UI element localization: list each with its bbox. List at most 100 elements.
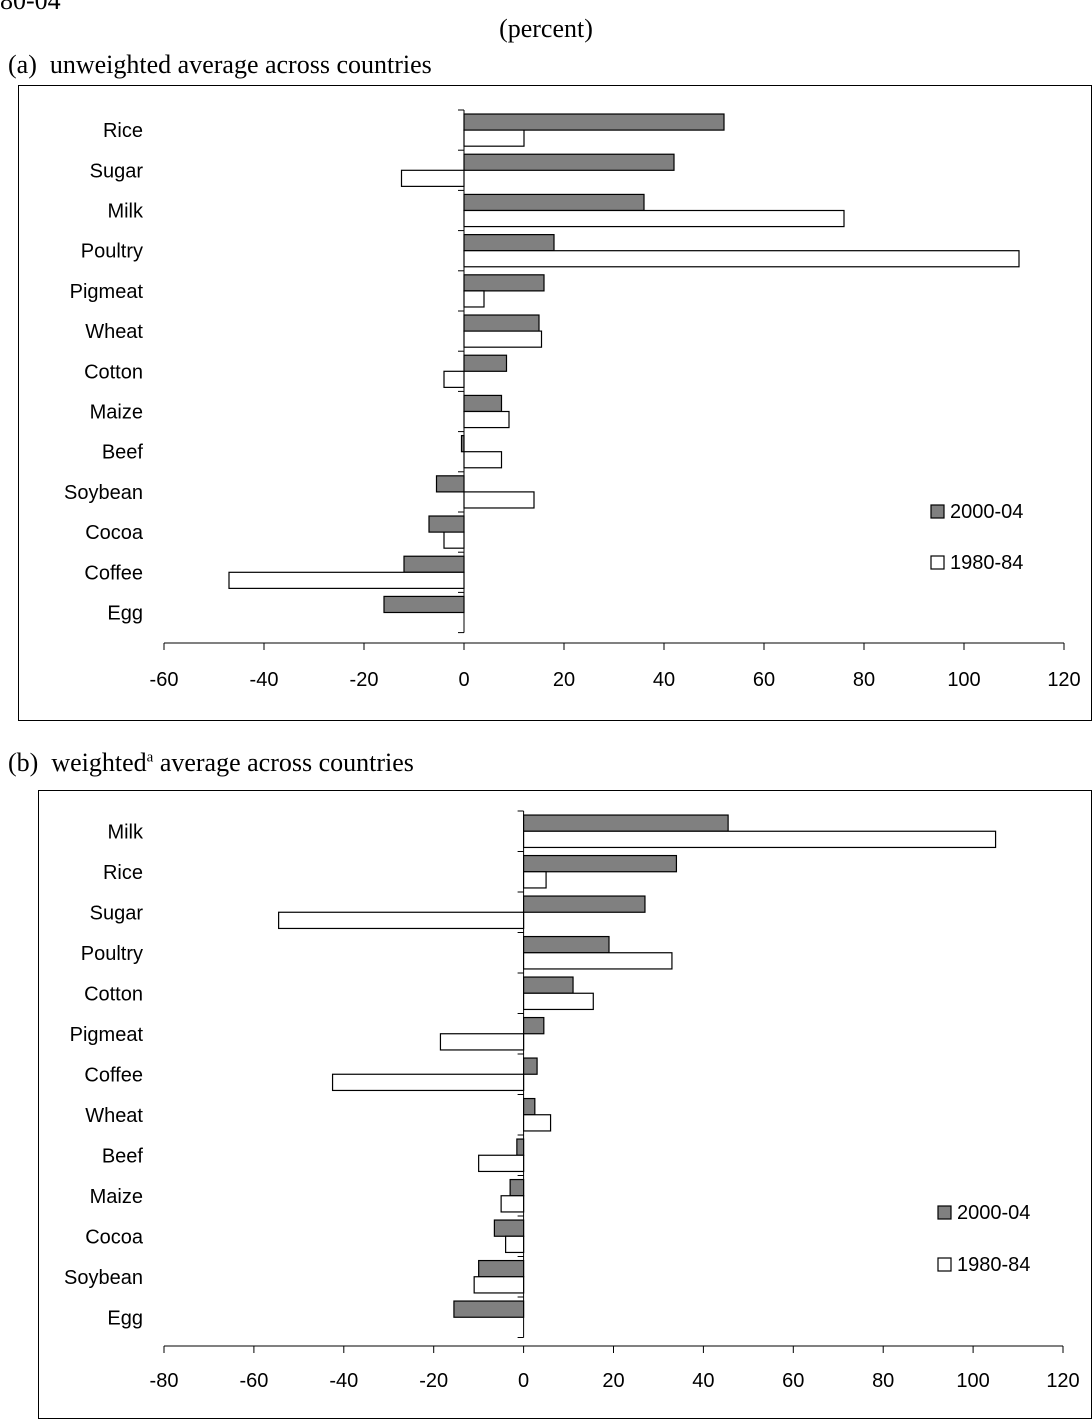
category-label: Beef bbox=[102, 1145, 144, 1167]
bar-1980-84-coffee bbox=[228, 571, 465, 589]
bar-2000-04-sugar bbox=[463, 153, 675, 171]
legend-label-1980-84: 1980-84 bbox=[957, 1254, 1030, 1276]
panel-a-title-prefix: (a) bbox=[8, 50, 37, 79]
category-label: Cocoa bbox=[85, 1226, 144, 1248]
category-label: Pigmeat bbox=[70, 1024, 144, 1046]
value-axis-tick-label: 60 bbox=[753, 669, 775, 691]
category-label: Rice bbox=[103, 120, 143, 142]
bar-1980-84-rice bbox=[523, 871, 547, 889]
bar-2000-04-sugar bbox=[523, 895, 646, 913]
value-axis-tick-label: -80 bbox=[150, 1370, 179, 1392]
bar-1980-84-poultry bbox=[523, 952, 673, 970]
category-label: Maize bbox=[90, 402, 143, 424]
value-axis-tick-label: 60 bbox=[782, 1370, 804, 1392]
legend-label-2000-04: 2000-04 bbox=[957, 1202, 1030, 1224]
bar-2000-04-cotton bbox=[523, 976, 574, 994]
value-axis-tick-label: 120 bbox=[1047, 669, 1080, 691]
bar-2000-04-maize bbox=[509, 1178, 525, 1197]
category-label: Sugar bbox=[90, 160, 144, 182]
bar-2000-04-beef bbox=[460, 435, 465, 453]
bar-1980-84-pigmeat bbox=[439, 1033, 525, 1051]
bar-1980-84-sugar bbox=[400, 169, 465, 187]
bar-2000-04-egg bbox=[383, 595, 465, 614]
value-axis-tick-label: 40 bbox=[653, 669, 675, 691]
value-axis-tick-label: 100 bbox=[947, 669, 980, 691]
bar-1980-84-wheat bbox=[523, 1114, 552, 1132]
chart-panel-b: Milk Rice Sugar Poultry Cotton Pigmeat Coffee W… bbox=[38, 790, 1092, 1419]
value-axis-tick-label: -60 bbox=[239, 1370, 268, 1392]
bar-1980-84-beef bbox=[478, 1154, 525, 1173]
bar-1980-84-rice bbox=[463, 129, 525, 147]
chart-panel-a: Rice Sugar Milk Poultry Pigmeat Wheat Cotton Ma… bbox=[18, 85, 1092, 721]
panel-b-title-superscript: a bbox=[146, 749, 154, 766]
bar-1980-84-milk bbox=[463, 209, 845, 228]
bar-2000-04-egg bbox=[453, 1300, 525, 1318]
bar-2000-04-pigmeat bbox=[523, 1016, 545, 1035]
category-label: Soybean bbox=[64, 482, 143, 504]
panel-b-title-prefix: (b) bbox=[8, 748, 39, 777]
bar-2000-04-rice bbox=[523, 854, 678, 873]
bar-2000-04-coffee bbox=[403, 555, 465, 573]
category-label: Cocoa bbox=[85, 522, 144, 544]
value-axis-tick-label: 20 bbox=[553, 669, 575, 691]
category-label: Cotton bbox=[84, 361, 143, 383]
bar-1980-84-pigmeat bbox=[463, 290, 485, 308]
value-axis-tick-label: 120 bbox=[1046, 1370, 1079, 1392]
legend-label-2000-04: 2000-04 bbox=[950, 501, 1023, 523]
bar-1980-84-beef bbox=[463, 451, 503, 469]
value-axis-tick-label: -20 bbox=[350, 669, 379, 691]
category-label: Sugar bbox=[90, 902, 144, 924]
bar-1980-84-cotton bbox=[443, 370, 465, 388]
chart-a-svg: Rice Sugar Milk Poultry Pigmeat Wheat Cotton Ma… bbox=[64, 109, 1081, 691]
value-axis-tick-label: 0 bbox=[458, 669, 469, 691]
bar-2000-04-milk bbox=[463, 193, 645, 212]
panel-a-title: (a) unweighted average across countries bbox=[8, 50, 432, 80]
category-label: Egg bbox=[107, 1307, 143, 1329]
bar-2000-04-poultry bbox=[523, 935, 610, 954]
bar-2000-04-rice bbox=[463, 113, 725, 131]
bar-2000-04-wheat bbox=[463, 314, 540, 332]
legend-swatch-2000-04 bbox=[937, 1205, 952, 1220]
bar-1980-84-coffee bbox=[331, 1073, 525, 1092]
value-axis-tick-label: -20 bbox=[419, 1370, 448, 1392]
category-label: Milk bbox=[107, 201, 144, 223]
chart-b-svg: Milk Rice Sugar Poultry Cotton Pigmeat Coffee W… bbox=[64, 810, 1080, 1392]
category-label: Coffee bbox=[84, 562, 143, 584]
legend-swatch-2000-04 bbox=[930, 504, 945, 519]
bar-2000-04-soybean bbox=[435, 475, 465, 493]
legend-swatch-1980-84 bbox=[930, 555, 945, 570]
bar-2000-04-cotton bbox=[463, 354, 508, 372]
bar-2000-04-cocoa bbox=[493, 1219, 525, 1237]
category-label: Milk bbox=[107, 821, 144, 843]
bar-1980-84-poultry bbox=[463, 250, 1020, 268]
bar-2000-04-cocoa bbox=[428, 515, 465, 533]
bar-1980-84-cocoa bbox=[443, 531, 465, 549]
bar-2000-04-soybean bbox=[478, 1259, 525, 1278]
category-label: Cotton bbox=[84, 983, 143, 1005]
category-label: Poultry bbox=[81, 943, 143, 965]
bar-2000-04-beef bbox=[516, 1138, 525, 1156]
value-axis-tick-label: 80 bbox=[872, 1370, 894, 1392]
value-axis-tick-label: 0 bbox=[518, 1370, 529, 1392]
legend-swatch-1980-84 bbox=[937, 1257, 952, 1272]
bar-2000-04-coffee bbox=[523, 1057, 538, 1075]
category-label: Coffee bbox=[84, 1064, 143, 1086]
bar-2000-04-milk bbox=[523, 814, 729, 832]
bar-1980-84-cocoa bbox=[505, 1235, 525, 1254]
legend-label-1980-84: 1980-84 bbox=[950, 552, 1023, 574]
panel-b-title-suffix: average across countries bbox=[159, 748, 414, 777]
bar-1980-84-wheat bbox=[463, 330, 543, 348]
bar-1980-84-milk bbox=[523, 830, 997, 849]
bar-1980-84-cotton bbox=[523, 992, 594, 1011]
category-label: Soybean bbox=[64, 1267, 143, 1289]
bar-2000-04-pigmeat bbox=[463, 274, 545, 292]
panel-b-title-text: weighted bbox=[51, 748, 147, 777]
bar-2000-04-maize bbox=[463, 394, 503, 413]
panel-a-title-text: unweighted average across countries bbox=[49, 50, 432, 79]
value-axis-tick-label: -40 bbox=[329, 1370, 358, 1392]
value-axis-tick-label: 20 bbox=[602, 1370, 624, 1392]
category-label: Maize bbox=[90, 1186, 143, 1208]
bar-1980-84-soybean bbox=[473, 1276, 525, 1294]
bar-1980-84-sugar bbox=[278, 911, 525, 930]
bar-1980-84-soybean bbox=[463, 491, 535, 509]
